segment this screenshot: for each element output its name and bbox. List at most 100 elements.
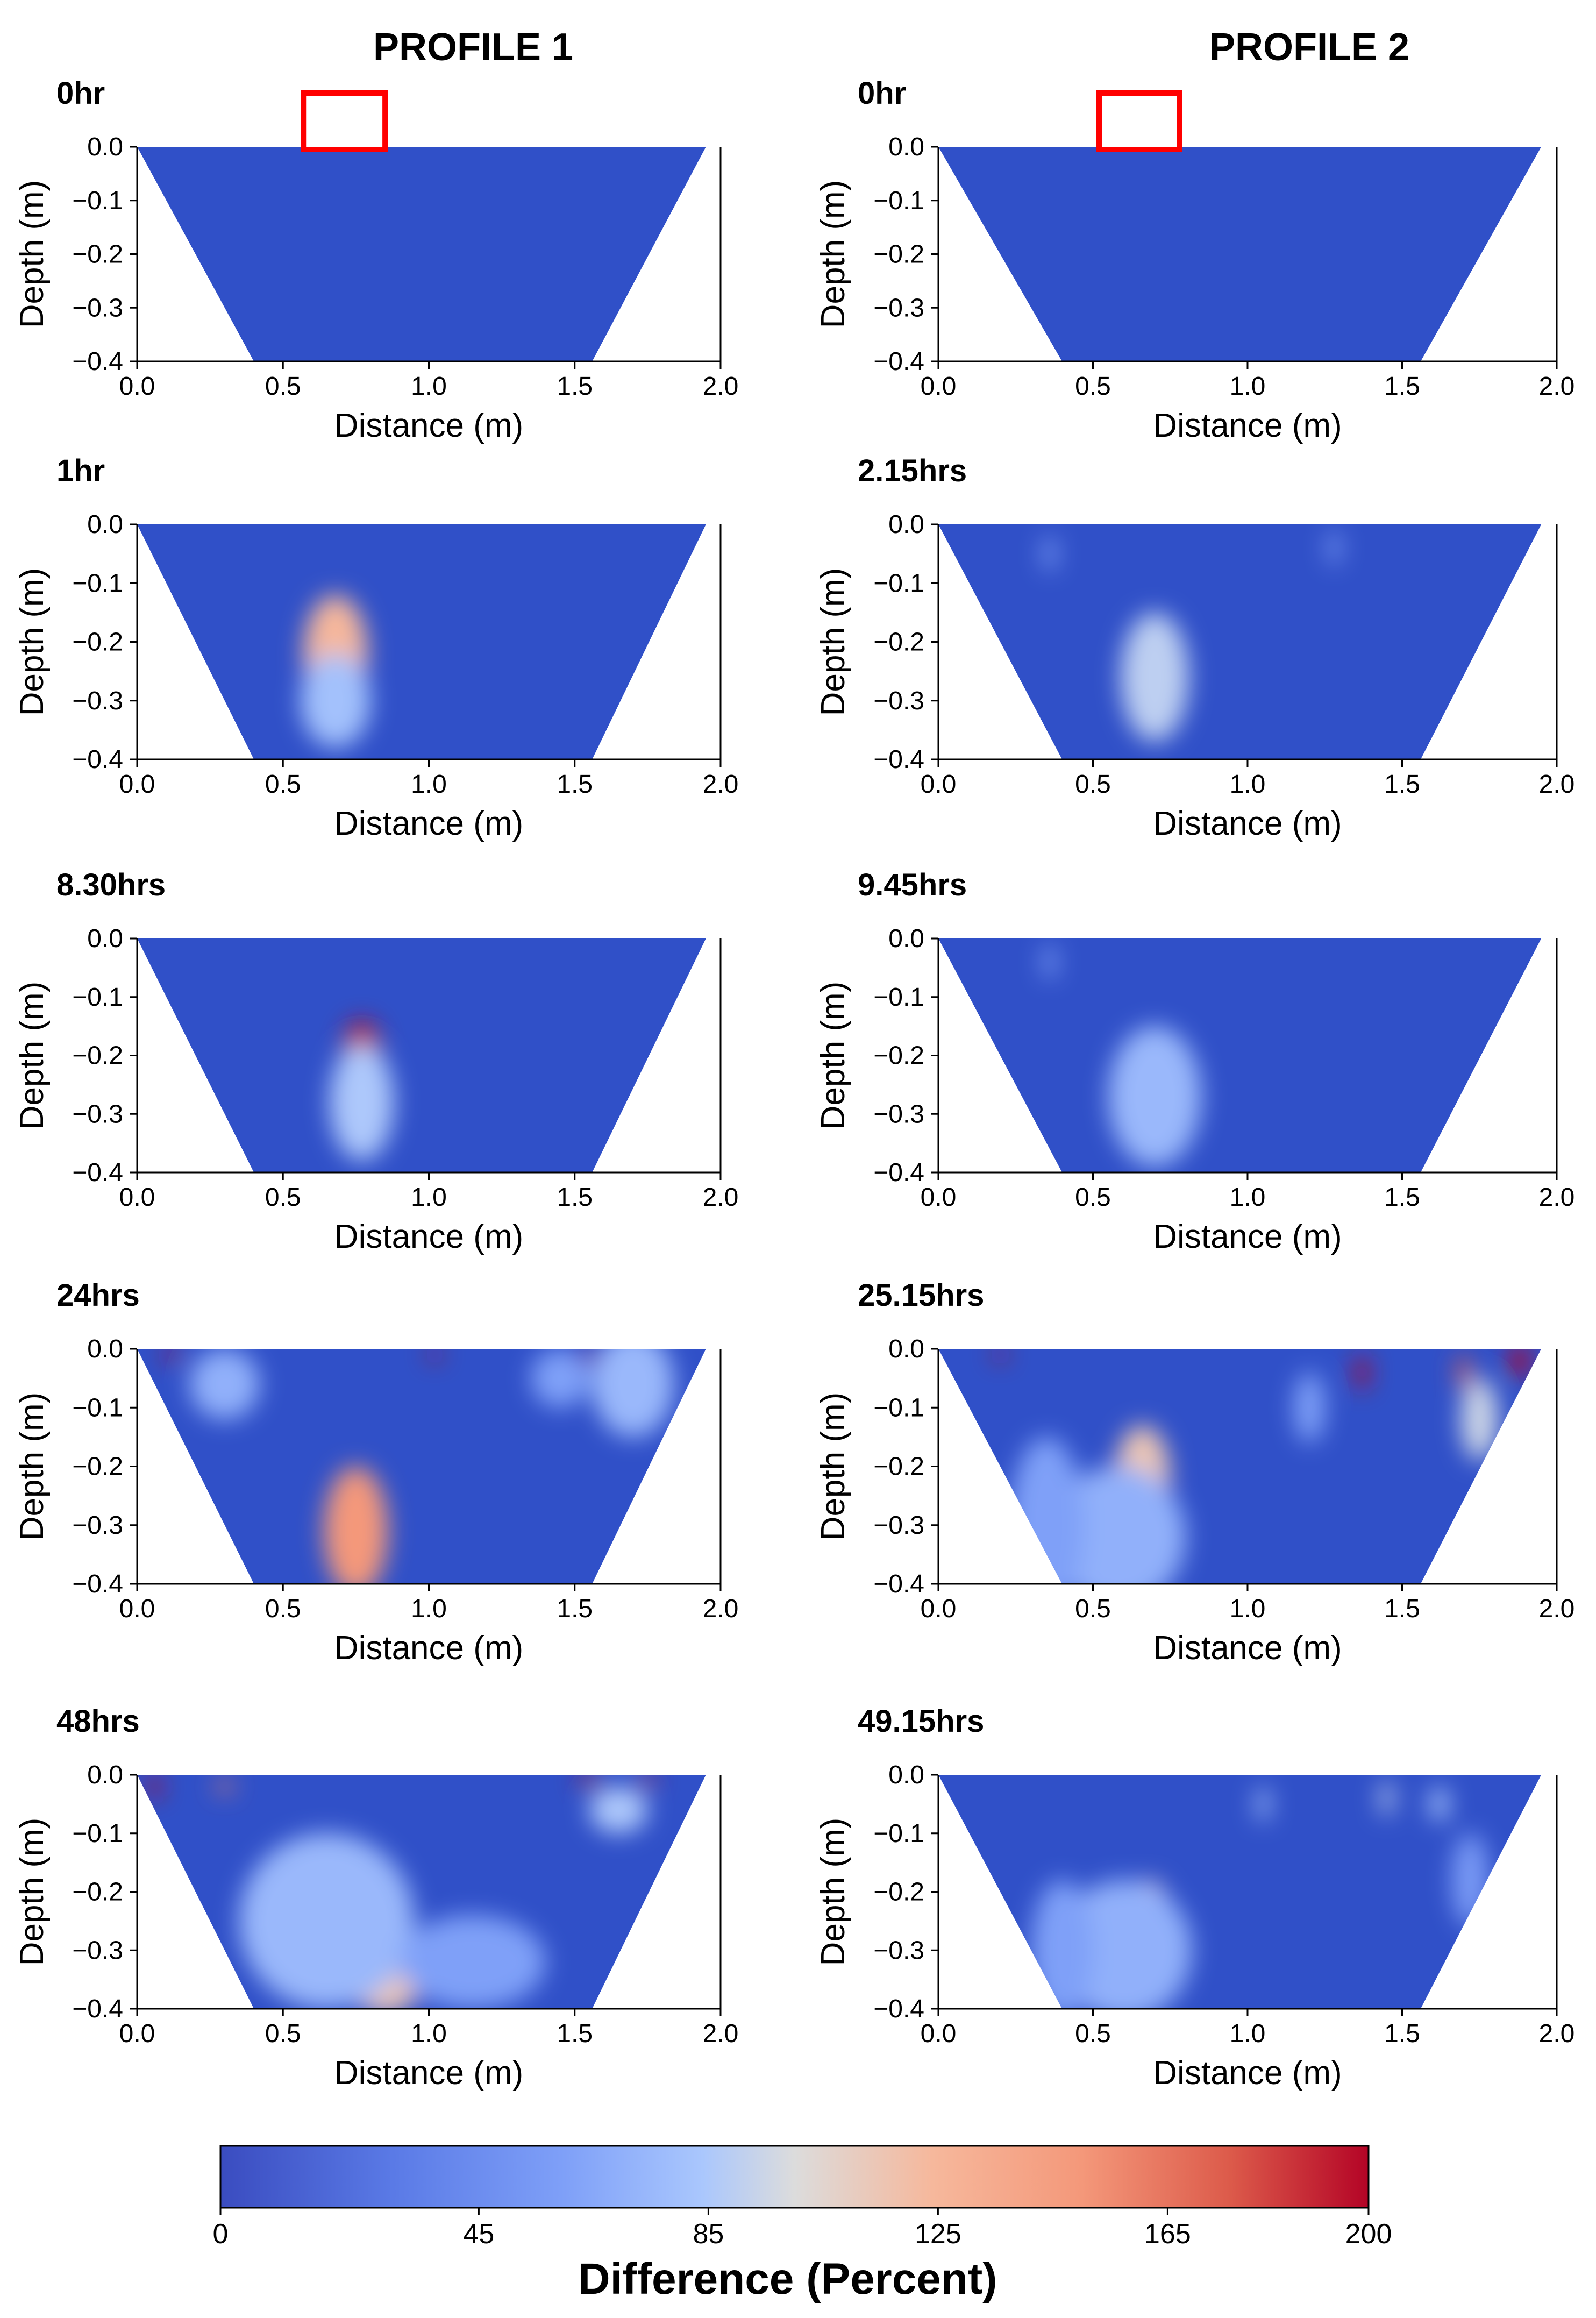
- anomaly-2: [1043, 944, 1056, 980]
- anomaly-2: [1056, 1880, 1192, 2009]
- y-tick-label: −0.4: [873, 1158, 924, 1187]
- anomaly-5: [1458, 1354, 1470, 1390]
- y-tick-label: −0.3: [873, 1511, 924, 1540]
- x-tick-label: 1.5: [557, 372, 593, 401]
- anomaly-3: [1328, 530, 1341, 566]
- anomaly-6: [639, 1775, 657, 1787]
- x-tick-label: 0.0: [119, 770, 155, 799]
- x-tick-label: 2.0: [1539, 372, 1575, 401]
- anomaly-6: [1430, 1786, 1449, 1822]
- x-tick-label: 1.5: [557, 1595, 593, 1623]
- y-tick-label: 0.0: [888, 1335, 924, 1363]
- x-tick-label: 1.0: [1230, 2020, 1266, 2048]
- x-tick-label: 1.5: [1384, 1595, 1420, 1623]
- heatmap-background: [938, 938, 1542, 1172]
- colorbar-tick-label: 85: [693, 2219, 724, 2250]
- heatmap-background: [938, 147, 1542, 361]
- x-tick-label: 1.5: [557, 1183, 593, 1212]
- heatmap-background: [938, 524, 1542, 759]
- anomaly-4: [1257, 1786, 1270, 1822]
- anomaly-1: [1121, 612, 1189, 742]
- y-tick-label: −0.3: [873, 294, 924, 322]
- panel-2: 0.0 0.5 1.0 1.5 2.0 0.0 −0.1 −0.2 −0.3 −0.4 Distan…: [815, 76, 1574, 444]
- y-tick-label: −0.3: [72, 1100, 123, 1128]
- panel-1: 0.0 0.5 1.0 1.5 2.0 0.0 −0.1 −0.2 −0.3 −0.4 Distan…: [13, 76, 738, 444]
- y-tick-label: −0.2: [72, 1878, 123, 1907]
- colorbar-gradient: [219, 2145, 1370, 2209]
- heatmap-background: [137, 524, 706, 759]
- x-axis-label: Distance (m): [334, 1630, 523, 1667]
- x-tick-label: 0.5: [1075, 770, 1111, 799]
- anomaly-2: [189, 1349, 260, 1420]
- y-tick-label: −0.2: [72, 240, 123, 269]
- y-tick-label: −0.2: [873, 240, 924, 269]
- y-tick-label: −0.1: [72, 983, 123, 1012]
- x-tick-label: 0.5: [265, 1183, 301, 1212]
- panel-7: 0.0 0.5 1.0 1.5 2.0 0.0 −0.1 −0.2 −0.3 −0.4 Distan…: [13, 1278, 738, 1667]
- anomaly-1: [324, 1466, 388, 1584]
- x-tick-label: 1.5: [1384, 770, 1420, 799]
- x-tick-label: 0.5: [265, 372, 301, 401]
- anomaly-3: [163, 1349, 181, 1361]
- x-tick-label: 1.0: [1230, 1595, 1266, 1623]
- colorbar-tick-label: 125: [915, 2219, 961, 2250]
- x-tick-label: 2.0: [703, 372, 739, 401]
- x-tick-label: 2.0: [1539, 2020, 1575, 2048]
- marker-box: [301, 90, 388, 152]
- anomaly-7: [1451, 1833, 1489, 1927]
- y-tick-label: −0.4: [72, 1995, 123, 2023]
- y-axis-label: Depth (m): [13, 1818, 51, 1966]
- colorbar-tick-label: 200: [1345, 2219, 1392, 2250]
- x-tick-label: 1.0: [1230, 1183, 1266, 1212]
- anomaly-8: [589, 1786, 648, 1833]
- time-label: 1hr: [56, 453, 105, 488]
- time-label: 49.15hrs: [858, 1704, 984, 1739]
- anomaly-4: [1356, 1354, 1369, 1390]
- x-tick-label: 0.5: [1075, 2020, 1111, 2048]
- x-tick-label: 1.0: [411, 770, 447, 799]
- anomaly-6: [1510, 1349, 1529, 1378]
- y-tick-label: −0.4: [873, 1995, 924, 2023]
- x-tick-label: 0.5: [1075, 372, 1111, 401]
- x-tick-label: 0.0: [119, 1183, 155, 1212]
- anomaly-2: [300, 653, 371, 748]
- y-tick-label: 0.0: [87, 510, 123, 539]
- y-axis-label: Depth (m): [815, 982, 852, 1130]
- y-axis-label: Depth (m): [815, 1392, 852, 1541]
- y-tick-label: −0.4: [72, 745, 123, 774]
- y-tick-label: −0.1: [72, 569, 123, 598]
- anomaly-2: [1043, 536, 1056, 572]
- panel-10: 0.0 0.5 1.0 1.5 2.0 0.0 −0.1 −0.2 −0.3 −0.4 Distan…: [815, 1704, 1574, 2092]
- panel-6: 0.0 0.5 1.0 1.5 2.0 0.0 −0.1 −0.2 −0.3 −0.4 Distan…: [815, 868, 1574, 1255]
- x-tick-label: 0.0: [119, 372, 155, 401]
- column-title-profile-1: PROFILE 1: [373, 26, 573, 69]
- x-tick-label: 1.5: [1384, 2020, 1420, 2048]
- anomaly-5: [578, 1775, 601, 1787]
- time-label: 0hr: [858, 76, 906, 111]
- x-tick-label: 2.0: [703, 770, 739, 799]
- y-axis-label: Depth (m): [815, 180, 852, 329]
- anomaly-4: [148, 1775, 161, 1798]
- x-tick-label: 0.0: [921, 1183, 957, 1212]
- heatmap-body: [938, 147, 1542, 361]
- x-tick-label: 2.0: [703, 1595, 739, 1623]
- y-tick-label: −0.2: [873, 1042, 924, 1070]
- y-tick-label: −0.4: [72, 347, 123, 376]
- anomaly-3: [1009, 1437, 1084, 1584]
- y-tick-label: −0.1: [72, 1393, 123, 1422]
- anomaly-8: [1460, 1378, 1498, 1461]
- x-tick-label: 1.5: [1384, 372, 1420, 401]
- panel-9: 0.0 0.5 1.0 1.5 2.0 0.0 −0.1 −0.2 −0.3 −0.4 Distan…: [13, 1704, 738, 2092]
- x-tick-label: 1.5: [557, 2020, 593, 2048]
- y-tick-label: 0.0: [888, 1761, 924, 1789]
- x-tick-label: 0.5: [265, 770, 301, 799]
- y-tick-label: 0.0: [87, 1761, 123, 1789]
- heatmap-body: [137, 938, 706, 1172]
- y-tick-label: −0.1: [873, 1819, 924, 1848]
- heatmap-body: [938, 938, 1542, 1172]
- x-axis-label: Distance (m): [1153, 1630, 1342, 1667]
- y-tick-label: −0.4: [873, 347, 924, 376]
- y-tick-label: −0.2: [72, 1042, 123, 1070]
- colorbar-label: Difference (Percent): [578, 2255, 997, 2303]
